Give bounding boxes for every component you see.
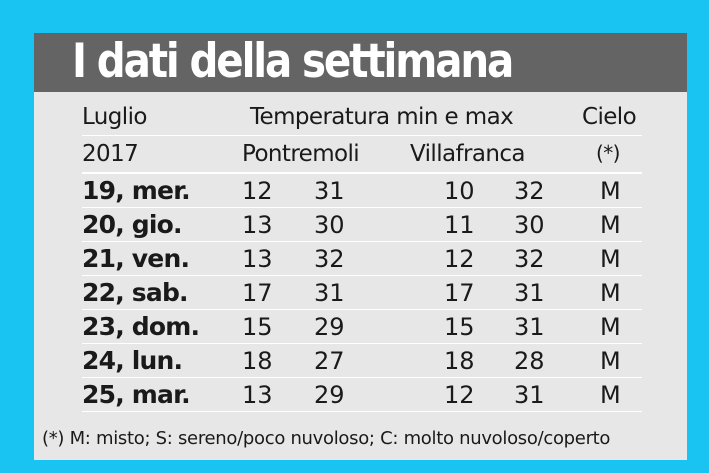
subheader-row: 2017 Pontremoli Villafranca (*) bbox=[82, 136, 642, 174]
legend-note: (*) M: misto; S: sereno/poco nuvoloso; C… bbox=[42, 428, 611, 449]
villafranca-max: 31 bbox=[514, 313, 545, 341]
villafranca-max: 32 bbox=[514, 245, 545, 273]
table-row: 23, dom. 15 29 15 31 M bbox=[82, 310, 642, 344]
row-day: 22, sab. bbox=[82, 278, 189, 307]
pontremoli-min: 17 bbox=[242, 279, 273, 307]
villafranca-min: 12 bbox=[444, 245, 475, 273]
pontremoli-max: 29 bbox=[314, 313, 345, 341]
sky-value: M bbox=[600, 211, 621, 239]
weather-card: I dati della settimana Luglio Temperatur… bbox=[34, 33, 687, 460]
row-day: 23, dom. bbox=[82, 312, 200, 341]
row-day: 24, lun. bbox=[82, 346, 183, 375]
row-day: 25, mar. bbox=[82, 380, 191, 409]
pontremoli-max: 32 bbox=[314, 245, 345, 273]
villafranca-min: 11 bbox=[444, 211, 475, 239]
pontremoli-min: 13 bbox=[242, 381, 273, 409]
table-row: 24, lun. 18 27 18 28 M bbox=[82, 344, 642, 378]
villafranca-max: 32 bbox=[514, 177, 545, 205]
table-row: 19, mer. 12 31 10 32 M bbox=[82, 174, 642, 208]
table-row: 21, ven. 13 32 12 32 M bbox=[82, 242, 642, 276]
pontremoli-min: 12 bbox=[242, 177, 273, 205]
header-sky-note: (*) bbox=[596, 141, 620, 165]
villafranca-min: 10 bbox=[444, 177, 475, 205]
sky-value: M bbox=[600, 347, 621, 375]
header-month: Luglio bbox=[82, 104, 147, 130]
title-bar: I dati della settimana bbox=[34, 33, 687, 92]
villafranca-min: 15 bbox=[444, 313, 475, 341]
villafranca-min: 12 bbox=[444, 381, 475, 409]
sky-value: M bbox=[600, 177, 621, 205]
pontremoli-min: 15 bbox=[242, 313, 273, 341]
header-row: Luglio Temperatura min e max Cielo bbox=[82, 99, 642, 136]
table-row: 20, gio. 13 30 11 30 M bbox=[82, 208, 642, 242]
header-sky: Cielo bbox=[582, 104, 637, 130]
sky-value: M bbox=[600, 381, 621, 409]
sky-value: M bbox=[600, 245, 621, 273]
header-location-pontremoli: Pontremoli bbox=[242, 141, 360, 167]
table-row: 22, sab. 17 31 17 31 M bbox=[82, 276, 642, 310]
pontremoli-min: 13 bbox=[242, 245, 273, 273]
pontremoli-min: 13 bbox=[242, 211, 273, 239]
pontremoli-max: 31 bbox=[314, 177, 345, 205]
pontremoli-min: 18 bbox=[242, 347, 273, 375]
header-year: 2017 bbox=[82, 141, 139, 167]
villafranca-max: 31 bbox=[514, 279, 545, 307]
card-title: I dati della settimana bbox=[72, 34, 514, 89]
villafranca-max: 28 bbox=[514, 347, 545, 375]
row-day: 20, gio. bbox=[82, 210, 183, 239]
pontremoli-max: 30 bbox=[314, 211, 345, 239]
sky-value: M bbox=[600, 279, 621, 307]
sky-value: M bbox=[600, 313, 621, 341]
table-row: 25, mar. 13 29 12 31 M bbox=[82, 378, 642, 412]
row-day: 21, ven. bbox=[82, 244, 190, 273]
pontremoli-max: 27 bbox=[314, 347, 345, 375]
header-location-villafranca: Villafranca bbox=[410, 141, 525, 167]
villafranca-min: 17 bbox=[444, 279, 475, 307]
row-day: 19, mer. bbox=[82, 176, 191, 205]
villafranca-min: 18 bbox=[444, 347, 475, 375]
villafranca-max: 31 bbox=[514, 381, 545, 409]
villafranca-max: 30 bbox=[514, 211, 545, 239]
pontremoli-max: 31 bbox=[314, 279, 345, 307]
weather-table: Luglio Temperatura min e max Cielo 2017 … bbox=[82, 99, 642, 412]
header-temperature: Temperatura min e max bbox=[250, 104, 514, 130]
pontremoli-max: 29 bbox=[314, 381, 345, 409]
